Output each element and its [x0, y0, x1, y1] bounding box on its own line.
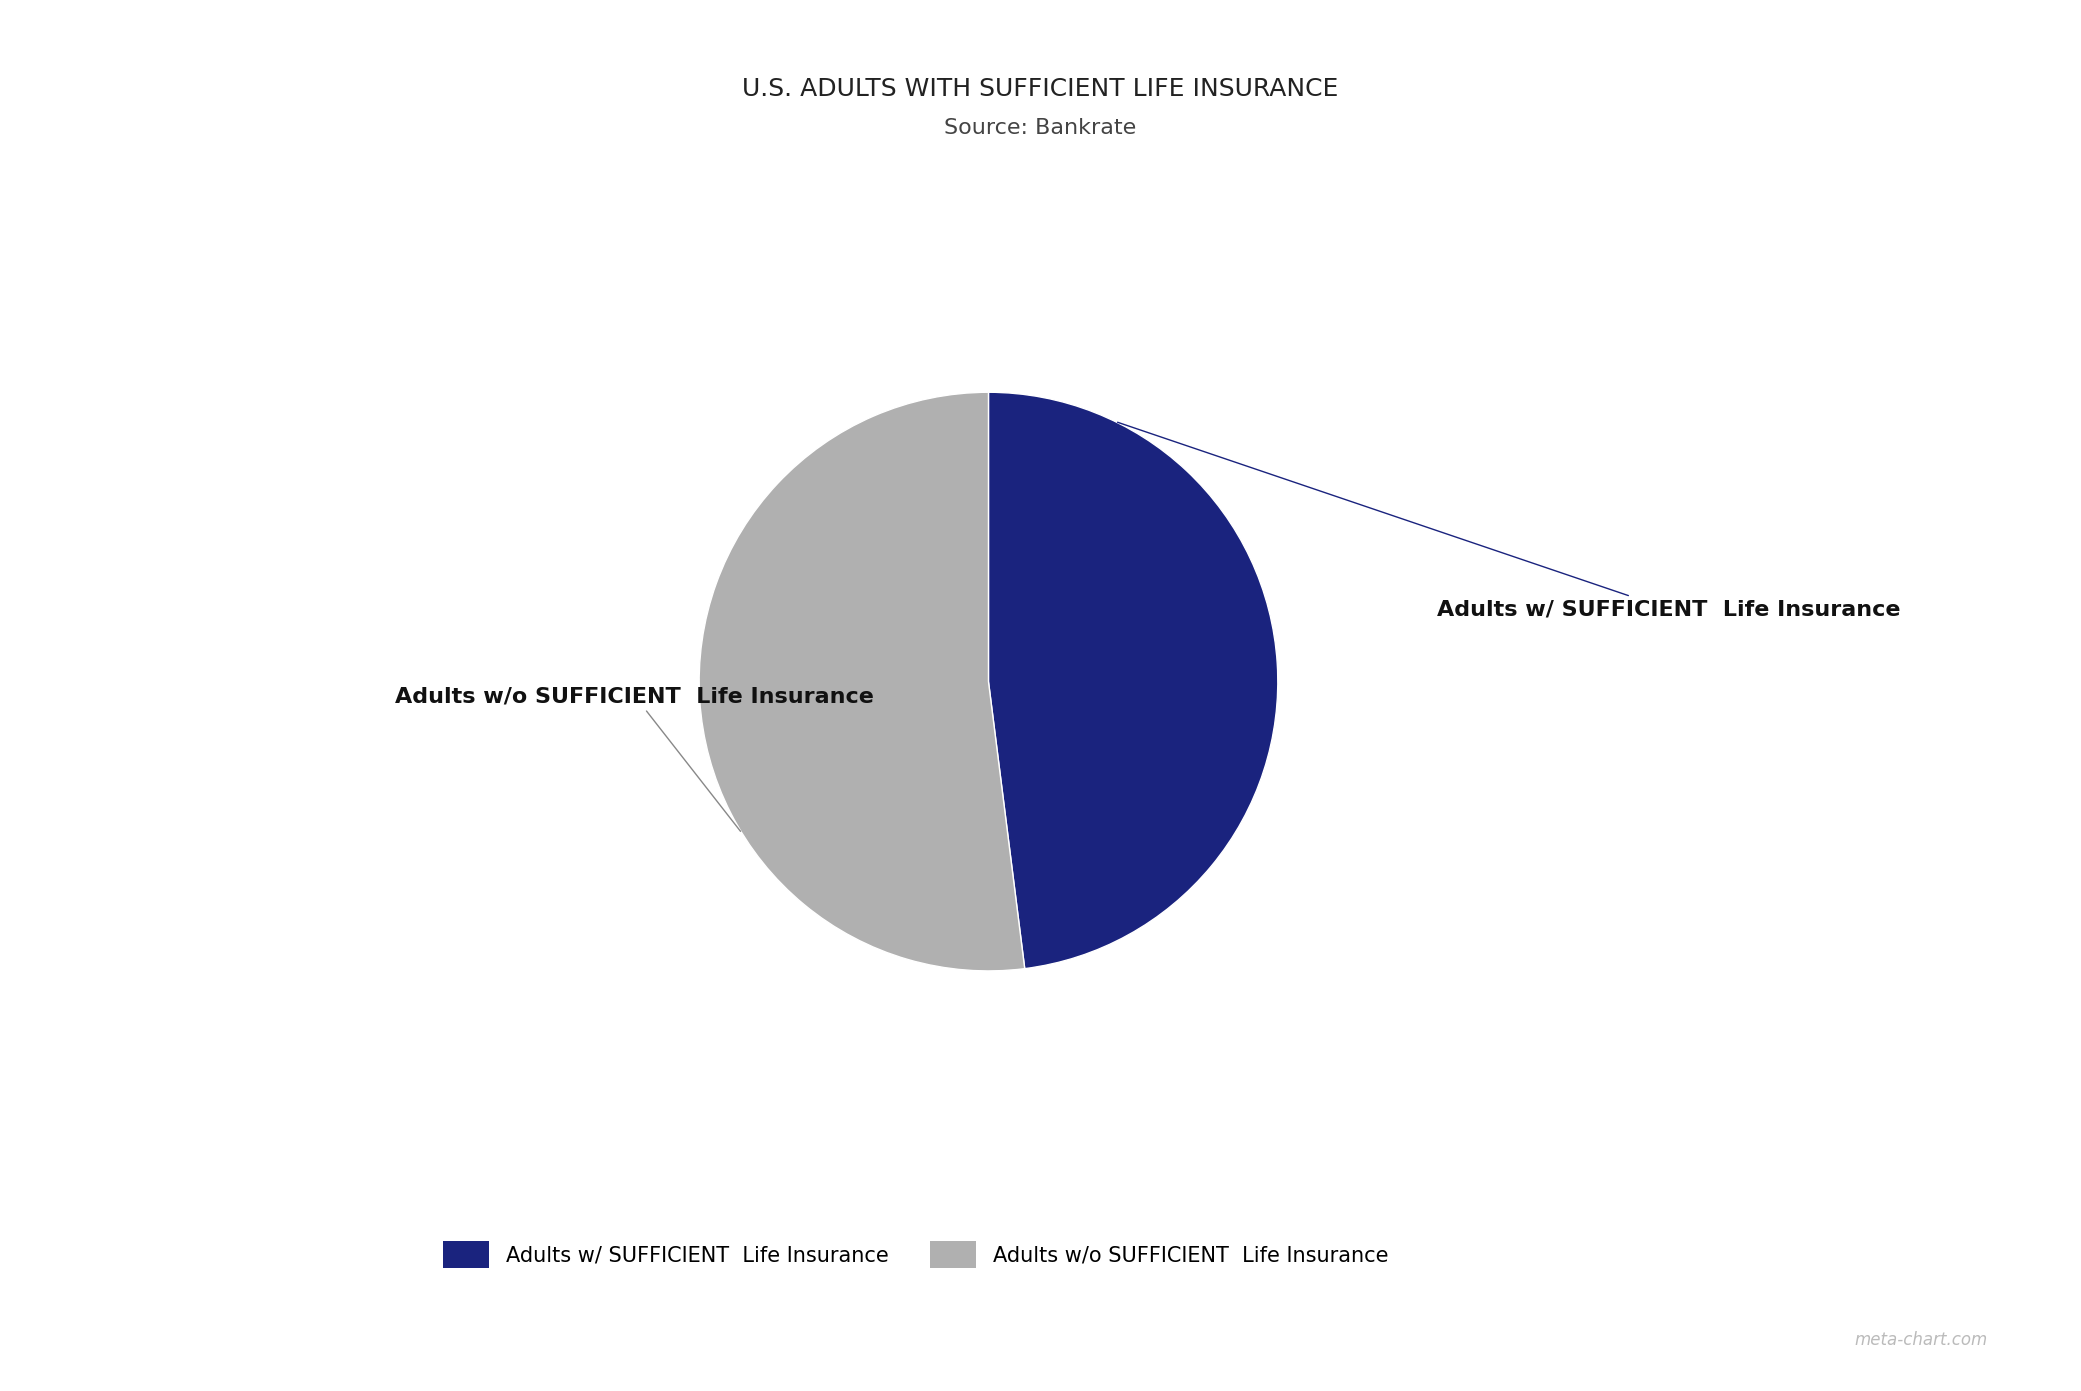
- Text: Adults w/ SUFFICIENT  Life Insurance: Adults w/ SUFFICIENT Life Insurance: [1117, 423, 1900, 619]
- Text: meta-chart.com: meta-chart.com: [1854, 1331, 1987, 1349]
- Wedge shape: [699, 392, 1024, 971]
- Text: U.S. ADULTS WITH SUFFICIENT LIFE INSURANCE: U.S. ADULTS WITH SUFFICIENT LIFE INSURAN…: [743, 77, 1338, 100]
- Wedge shape: [988, 392, 1278, 968]
- Legend: Adults w/ SUFFICIENT  Life Insurance, Adults w/o SUFFICIENT  Life Insurance: Adults w/ SUFFICIENT Life Insurance, Adu…: [435, 1232, 1396, 1277]
- Text: Adults w/o SUFFICIENT  Life Insurance: Adults w/o SUFFICIENT Life Insurance: [395, 686, 874, 832]
- Text: Source: Bankrate: Source: Bankrate: [945, 118, 1136, 138]
